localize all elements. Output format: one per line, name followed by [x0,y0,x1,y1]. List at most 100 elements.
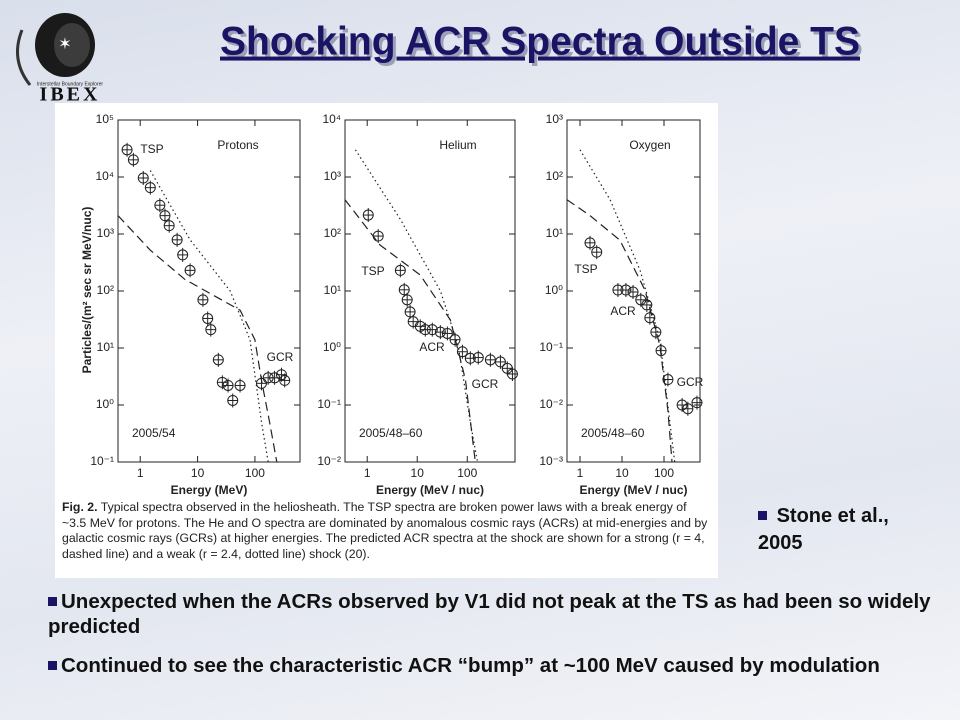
data-point [144,180,156,195]
population-label: TSP [361,264,384,278]
data-point [362,208,374,223]
data-point [591,245,603,260]
y-tick-label: 10³ [324,169,341,183]
data-point [398,282,410,297]
x-tick-label: 1 [364,466,371,480]
y-tick-label: 10² [324,226,341,240]
data-point [691,395,703,410]
y-tick-label: 10¹ [324,283,341,297]
data-point [655,343,667,358]
y-tick-label: 10² [97,283,114,297]
y-axis-label: Particles/(m² sec sr MeV/nuc) [80,207,94,374]
bullet-marker [758,511,767,520]
x-tick-label: 10 [615,466,629,480]
title: Shocking ACR Spectra Outside TS [220,20,860,64]
data-point [184,263,196,278]
bullet: Unexpected when the ACRs observed by V1 … [48,589,938,639]
data-point [584,235,596,250]
y-tick-label: 10³ [546,112,563,126]
data-point [154,198,166,213]
data-point [627,285,639,300]
data-point [255,376,267,391]
x-tick-label: 100 [457,466,477,480]
bullet-marker [48,661,57,670]
y-tick-label: 10⁻¹ [90,454,114,468]
data-point [171,232,183,247]
panel-date: 2005/48–60 [359,426,423,440]
population-label: GCR [472,377,499,391]
y-tick-label: 10⁵ [96,112,114,126]
x-tick-label: 1 [137,466,144,480]
data-point [620,283,632,298]
y-tick-label: 10⁻¹ [317,397,341,411]
data-point [449,332,461,347]
y-tick-label: 10⁴ [322,112,341,126]
x-tick-label: 100 [245,466,265,480]
logo: ✶ Interstellar Boundary Explorer IBEX [16,13,103,106]
y-tick-label: 10² [546,169,563,183]
bullet-marker [48,597,57,606]
y-tick-label: 10³ [97,226,114,240]
y-tick-label: 10⁴ [95,169,114,183]
title-shadow: Shocking ACR Spectra Outside TS [223,23,863,67]
data-point [662,372,674,387]
data-point [202,311,214,326]
data-point [159,208,171,223]
population-label: TSP [574,262,597,276]
x-axis-label: Energy (MeV / nuc) [376,483,484,497]
y-tick-label: 10⁰ [545,283,563,297]
y-tick-label: 10¹ [546,226,563,240]
data-point [401,292,413,307]
logo-star: ✶ [58,36,71,53]
figure-caption: Fig. 2. Typical spectra observed in the … [62,500,714,562]
y-tick-label: 10⁻² [317,454,341,468]
data-point [676,398,688,412]
population-label: ACR [610,304,636,318]
y-tick-label: 10⁰ [96,397,114,411]
population-label: GCR [677,375,704,389]
data-point [472,350,484,365]
panel-title: Oxygen [629,138,670,152]
data-point [163,218,175,233]
weak-shock-curve [579,149,676,463]
data-point [127,152,139,167]
data-point [441,326,453,341]
y-tick-label: 10⁻¹ [539,340,563,354]
weak-shock-curve [149,170,269,463]
panel-date: 2005/54 [132,426,176,440]
bullet: Continued to see the characteristic ACR … [48,653,938,678]
data-point [644,310,656,325]
population-label: ACR [419,340,445,354]
logo-subtitle: Interstellar Boundary Explorer [37,81,103,87]
figure-background [55,103,718,578]
y-tick-label: 10¹ [97,340,114,354]
population-label: GCR [267,350,294,364]
data-point [137,171,149,186]
data-point [434,325,446,340]
logo-disk [35,13,95,77]
y-tick-label: 10⁻³ [539,454,563,468]
logo-glow [54,23,90,67]
x-axis-label: Energy (MeV / nuc) [579,483,687,497]
x-tick-label: 10 [411,466,425,480]
data-point [234,378,246,393]
data-point [372,229,384,244]
logo-text: IBEX [40,84,101,106]
population-label: TSP [140,142,163,156]
panel-title: Helium [439,138,476,152]
data-point [394,263,406,278]
y-tick-label: 10⁰ [323,340,341,354]
data-point [227,393,239,408]
x-tick-label: 100 [654,466,674,480]
data-point [494,354,506,369]
data-point [426,322,438,337]
data-point [641,297,653,312]
x-axis-label: Energy (MeV) [171,483,248,497]
data-point [506,366,518,381]
data-point [205,322,217,337]
citation-text: Stone et al., 2005 [758,505,889,554]
bullet-text: Continued to see the characteristic ACR … [61,654,880,677]
data-point [216,375,228,390]
